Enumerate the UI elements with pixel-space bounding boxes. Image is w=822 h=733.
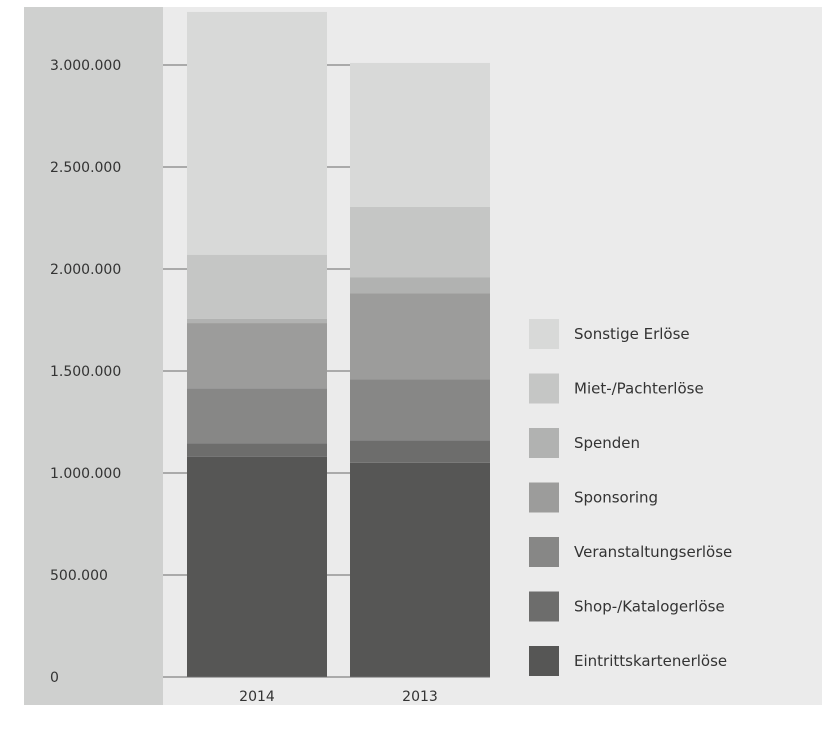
legend-swatch [529,319,559,349]
legend-swatch [529,537,559,567]
legend-label: Shop-/Katalogerlöse [574,598,725,616]
legend-label: Sonstige Erlöse [574,325,690,343]
legend-swatch [529,591,559,622]
legend-label: Sponsoring [574,489,658,507]
y-tick-label: 2.500.000 [50,160,121,176]
bar-segment [187,11,327,255]
bar-segment [350,440,490,463]
y-tick-label: 1.500.000 [50,364,121,380]
stacked-bar-chart: 0 500.000 1.000.000 1.500.000 2.000.000 2.500… [50,11,732,705]
bar-segment [350,277,490,294]
bar-segment [187,388,327,444]
legend-label: Veranstaltungserlöse [574,543,732,561]
x-category-label: 2013 [402,689,438,705]
bar-segment [350,293,490,380]
bar-segment [350,62,490,207]
legend-swatch [529,482,559,513]
legend-label: Spenden [574,434,640,452]
bar-segment [187,318,327,324]
legend-label: Eintrittskartenerlöse [574,652,727,670]
bar-segment [187,254,327,319]
legend-label: Miet-/Pachterlöse [574,380,704,398]
y-axis-panel [24,7,163,705]
y-tick-label: 500.000 [50,568,108,584]
bar-segment [350,379,490,441]
y-tick-label: 2.000.000 [50,262,121,278]
legend-swatch [529,428,559,458]
chart-frame: 0 500.000 1.000.000 1.500.000 2.000.000 2.500… [24,7,822,705]
bar-segment [350,462,490,677]
legend-swatch [529,373,559,404]
bar-segment [187,323,327,389]
bar-segment [350,206,490,278]
y-tick-label: 0 [50,670,59,686]
legend-swatch [529,646,559,676]
bar-segment [187,443,327,457]
x-category-label: 2014 [239,689,275,705]
bar-segment [187,456,327,677]
y-tick-label: 3.000.000 [50,58,121,74]
y-tick-label: 1.000.000 [50,466,121,482]
